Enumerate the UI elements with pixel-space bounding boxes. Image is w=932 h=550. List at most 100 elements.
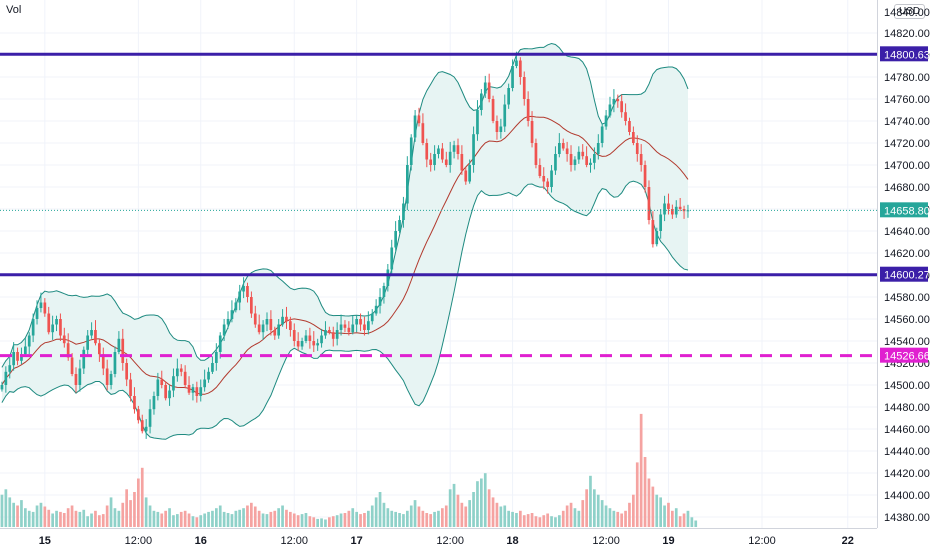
candle [651,211,655,248]
candle [331,326,335,347]
volume-bar [43,506,47,527]
candle-body [226,319,230,325]
candle-body [55,319,58,325]
candle [406,156,409,211]
volume-bar [495,502,499,527]
price-tick-label: 14400.00 [884,490,930,502]
volume-indicator-label[interactable]: Vol [6,4,22,16]
candle [394,221,397,251]
volume-bar [304,513,308,527]
time-axis[interactable]: 15 12:00 16 12:00 17 12:00 18 12:00 19 12:00 22 [39,535,854,547]
candle [74,367,78,393]
currency-badge[interactable]: USD [894,4,926,19]
candle [374,299,378,316]
candle [78,359,82,392]
volume-bar [246,505,249,527]
candle-body [526,99,530,121]
candle [39,292,43,313]
volume-bar [140,467,144,527]
volume-bar [554,517,557,527]
volume-bar [663,505,666,527]
candle [328,326,331,335]
volume-bar [437,510,440,527]
candle-body [183,371,187,385]
candle-body [452,145,456,152]
volume-bar [222,511,226,527]
volume-bar [659,497,662,527]
candle [183,365,187,389]
candle-body [363,324,366,330]
candle [593,147,596,170]
volume-bar [230,514,234,527]
volume-bar [292,513,296,527]
candle-body [218,335,222,352]
candle-body [168,390,171,399]
candle [437,145,440,159]
candle [207,367,210,383]
candle [363,316,366,336]
candle-body [94,330,97,344]
candle-body [667,203,670,209]
candle-body [82,349,86,369]
time-tick-label: 18 [506,535,518,547]
candle-body [27,335,31,347]
volume-bar [211,510,214,527]
candle-body [316,343,319,346]
candle [125,358,128,387]
volume-bar [129,500,132,527]
level-price-label-bg [880,266,928,282]
volume-bar [604,505,608,527]
volume-bar [565,505,569,527]
candle [339,314,343,336]
volume-bar [519,510,522,527]
candle [211,356,214,374]
candle [35,300,39,325]
candle-body [133,396,136,410]
volume-bar [203,513,206,527]
candle [234,298,238,313]
volume-bar [199,515,203,527]
candle-body [4,371,8,385]
candle [316,338,319,351]
candle-body [604,115,608,127]
volume-bar [172,515,175,527]
candle-body [176,368,179,377]
volume-bar [133,492,136,527]
candle [4,366,8,393]
candle [468,159,471,184]
candle-body [12,352,15,366]
price-axis[interactable]: 14380.00 14400.00 14420.00 14440.00 14460.00… [884,7,930,524]
candle [616,94,620,108]
candle [495,115,499,140]
candle [663,195,666,222]
horizontal-levels[interactable] [0,52,877,358]
candle-body [651,220,655,245]
price-tick-label: 14760.00 [884,94,930,106]
candle-body [550,170,553,187]
candle [538,158,542,179]
candle [277,319,280,339]
candle [289,316,292,337]
candle [347,321,351,336]
price-tick-label: 14640.00 [884,226,930,238]
candle-body [382,286,386,297]
volume-bar [148,505,152,527]
volume-bar [406,510,409,527]
volume-bar [164,510,167,527]
volume-bar [507,510,510,527]
candle-body [312,341,316,346]
candle [480,89,483,116]
candle [105,359,109,391]
volume-bar [39,502,43,527]
candle-body [51,324,54,333]
candle-body [433,154,436,165]
candle [51,315,54,340]
level-price-label-bg [880,46,928,62]
candle [382,282,386,304]
candle-body [273,330,277,336]
volume-bar [367,510,370,527]
price-tick-label: 14460.00 [884,424,930,436]
candle-body [101,354,105,369]
candle [261,320,265,340]
